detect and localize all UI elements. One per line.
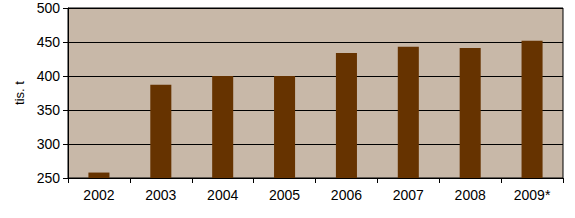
- svg-text:350: 350: [37, 102, 61, 118]
- svg-text:2005: 2005: [269, 187, 300, 203]
- svg-text:2006: 2006: [331, 187, 362, 203]
- svg-text:450: 450: [37, 34, 61, 50]
- svg-text:2007: 2007: [393, 187, 424, 203]
- svg-text:2003: 2003: [145, 187, 176, 203]
- svg-text:2009*: 2009*: [514, 187, 551, 203]
- svg-text:300: 300: [37, 136, 61, 152]
- svg-text:500: 500: [37, 0, 61, 16]
- svg-text:tis. t: tis. t: [12, 81, 27, 105]
- svg-text:2004: 2004: [207, 187, 238, 203]
- svg-text:2002: 2002: [83, 187, 114, 203]
- svg-text:2008: 2008: [455, 187, 486, 203]
- svg-text:400: 400: [37, 68, 61, 84]
- svg-text:250: 250: [37, 170, 61, 186]
